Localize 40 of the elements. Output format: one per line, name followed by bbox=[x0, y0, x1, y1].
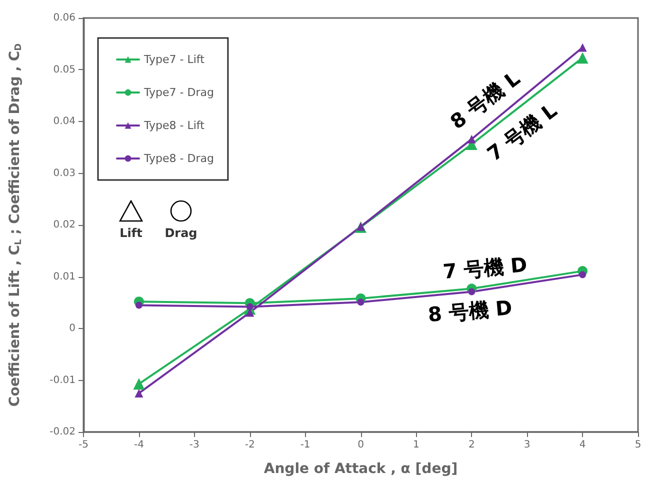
point bbox=[578, 43, 587, 52]
legend-label: Type7 - Lift bbox=[143, 53, 206, 66]
y-tick-label: 0.03 bbox=[53, 168, 76, 179]
point bbox=[468, 288, 476, 296]
legend-label: Type7 - Drag bbox=[143, 86, 214, 99]
x-tick-label: -1 bbox=[300, 440, 310, 450]
y-tick-label: 0.06 bbox=[53, 12, 76, 24]
point bbox=[467, 134, 476, 144]
point bbox=[576, 52, 588, 64]
x-tick-label: 1 bbox=[413, 440, 420, 450]
annotation: Lift bbox=[120, 226, 142, 240]
y-tick-label: 0 bbox=[69, 323, 76, 334]
y-tick-label: 0.01 bbox=[53, 271, 76, 282]
point bbox=[135, 302, 142, 309]
x-tick-label: 0 bbox=[358, 440, 364, 450]
point bbox=[133, 378, 145, 390]
y-tick-label: 0.05 bbox=[53, 64, 76, 76]
y-tick-label: -0.01 bbox=[50, 374, 76, 386]
x-tick-label: 4 bbox=[579, 440, 586, 450]
point bbox=[246, 303, 254, 310]
x-tick-label: -2 bbox=[244, 440, 255, 450]
annotation: 8 号機 D bbox=[426, 295, 514, 327]
legend-label: Type8 - Lift bbox=[143, 119, 206, 132]
x-tick-label: -3 bbox=[189, 440, 200, 450]
y-tick-label: -0.02 bbox=[50, 426, 76, 438]
y-tick-label: 0.04 bbox=[53, 116, 76, 127]
x-tick-label: 5 bbox=[634, 440, 642, 450]
x-tick-label: -5 bbox=[78, 440, 88, 450]
annotation: Drag bbox=[164, 226, 198, 240]
point bbox=[357, 298, 364, 306]
point bbox=[579, 271, 586, 278]
annotation: 7 号機 D bbox=[442, 252, 528, 284]
x-axis-title: Angle of Attack , α [deg] bbox=[264, 461, 458, 477]
y-axis-title: Coefficient of Lift , CL ; Coefficient of Drag , CD bbox=[7, 43, 24, 407]
x-tick-label: 2 bbox=[468, 440, 475, 450]
x-tick-label: -4 bbox=[134, 440, 144, 450]
y-tick-label: 0.02 bbox=[53, 220, 76, 230]
x-tick-label: 3 bbox=[524, 440, 530, 450]
point bbox=[134, 388, 144, 398]
legend-label: Type8 - Drag bbox=[143, 152, 214, 165]
